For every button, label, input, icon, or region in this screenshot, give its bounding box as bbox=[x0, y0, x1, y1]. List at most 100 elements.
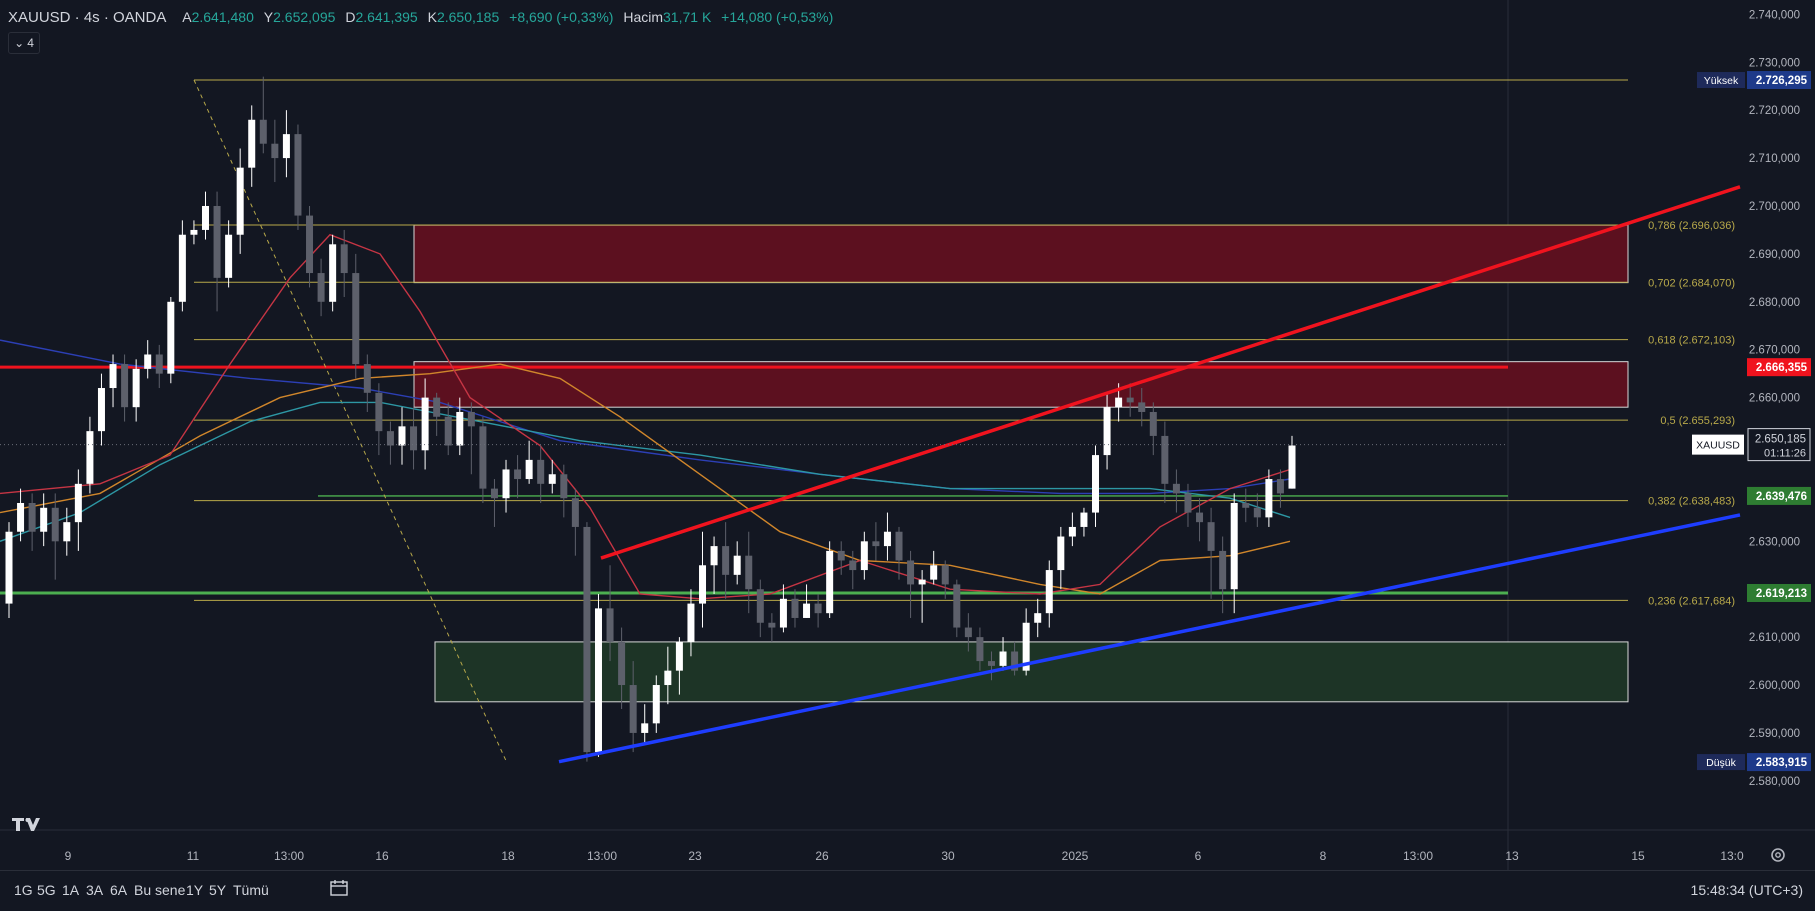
candle[interactable] bbox=[1253, 493, 1261, 527]
candle[interactable] bbox=[1161, 421, 1169, 503]
candle[interactable] bbox=[1230, 493, 1238, 614]
candle[interactable] bbox=[964, 613, 972, 652]
candle[interactable] bbox=[768, 613, 776, 642]
candle[interactable] bbox=[306, 205, 314, 288]
candle[interactable] bbox=[363, 354, 371, 412]
candle[interactable] bbox=[745, 531, 753, 614]
candle[interactable] bbox=[814, 594, 822, 628]
candle[interactable] bbox=[837, 541, 845, 575]
candle[interactable] bbox=[1045, 560, 1053, 628]
candle[interactable] bbox=[5, 522, 13, 618]
candle[interactable] bbox=[1103, 392, 1111, 470]
candle[interactable] bbox=[987, 651, 995, 681]
candle[interactable] bbox=[502, 459, 510, 513]
timeframe-button[interactable]: 5G bbox=[37, 882, 56, 898]
candle[interactable] bbox=[618, 627, 626, 709]
timeframe-button[interactable]: 3A bbox=[86, 882, 104, 898]
candle[interactable] bbox=[86, 416, 94, 494]
settings-icon[interactable] bbox=[1768, 845, 1788, 865]
candle[interactable] bbox=[294, 124, 302, 230]
candle[interactable] bbox=[895, 526, 903, 580]
date-range-icon[interactable] bbox=[328, 878, 350, 898]
candle[interactable] bbox=[1196, 498, 1204, 542]
timeframe-button[interactable]: 5Y bbox=[209, 882, 227, 898]
candle[interactable] bbox=[144, 340, 152, 379]
candle[interactable] bbox=[109, 354, 117, 408]
price-tag[interactable] bbox=[1747, 583, 1811, 602]
candle[interactable] bbox=[1011, 641, 1019, 676]
candle[interactable] bbox=[699, 531, 707, 628]
candle[interactable] bbox=[733, 541, 741, 585]
candle[interactable] bbox=[97, 373, 105, 446]
current-price-box[interactable] bbox=[1747, 428, 1811, 462]
clock-timezone[interactable]: 15:48:34 (UTC+3) bbox=[1690, 882, 1803, 898]
price-tag[interactable] bbox=[1747, 71, 1811, 90]
candle[interactable] bbox=[514, 455, 522, 499]
timeframe-button[interactable]: 1A bbox=[62, 882, 80, 898]
candle[interactable] bbox=[1172, 469, 1180, 513]
candle[interactable] bbox=[860, 531, 868, 580]
candle[interactable] bbox=[63, 507, 71, 556]
candle[interactable] bbox=[282, 110, 290, 178]
candle[interactable] bbox=[803, 584, 811, 618]
candle[interactable] bbox=[1207, 507, 1215, 599]
candle[interactable] bbox=[826, 541, 834, 618]
candle[interactable] bbox=[641, 704, 649, 743]
candle[interactable] bbox=[976, 627, 984, 671]
candle[interactable] bbox=[548, 459, 556, 494]
candle[interactable] bbox=[467, 402, 475, 475]
trendline-blue[interactable] bbox=[558, 513, 1741, 764]
candle[interactable] bbox=[1219, 536, 1227, 614]
candle[interactable] bbox=[1057, 526, 1065, 590]
candle[interactable] bbox=[918, 570, 926, 623]
candle[interactable] bbox=[883, 512, 891, 561]
candle[interactable] bbox=[386, 421, 394, 465]
candle[interactable] bbox=[722, 522, 730, 599]
candle[interactable] bbox=[155, 344, 163, 389]
price-tag[interactable] bbox=[1747, 358, 1811, 377]
candle[interactable] bbox=[178, 220, 186, 312]
candle[interactable] bbox=[398, 407, 406, 465]
ma-teal-line[interactable] bbox=[0, 401, 1291, 542]
symbol-title[interactable]: XAUUSD · 4s · OANDA bbox=[8, 9, 167, 26]
candle[interactable] bbox=[236, 148, 244, 254]
candle[interactable] bbox=[271, 119, 279, 183]
candle[interactable] bbox=[1184, 483, 1192, 527]
candle[interactable] bbox=[953, 579, 961, 638]
candle[interactable] bbox=[687, 589, 695, 657]
demand-zone[interactable] bbox=[434, 641, 1629, 703]
candle[interactable] bbox=[1242, 488, 1250, 523]
candle[interactable] bbox=[675, 637, 683, 695]
candle[interactable] bbox=[121, 354, 129, 422]
candle[interactable] bbox=[606, 565, 614, 662]
candle[interactable] bbox=[213, 191, 221, 312]
price-tag[interactable] bbox=[1747, 753, 1811, 772]
fib-anchor-line[interactable] bbox=[193, 79, 507, 761]
ma-red-line[interactable] bbox=[0, 233, 1291, 600]
candle[interactable] bbox=[664, 646, 672, 705]
supply-zone-lower[interactable] bbox=[413, 361, 1629, 408]
candle[interactable] bbox=[410, 397, 418, 470]
candle[interactable] bbox=[444, 402, 452, 456]
timeframe-button[interactable]: Bu sene bbox=[134, 882, 186, 898]
tradingview-logo[interactable] bbox=[12, 812, 46, 838]
candle[interactable] bbox=[930, 550, 938, 585]
candle[interactable] bbox=[779, 584, 787, 633]
ma-blue-line[interactable] bbox=[0, 339, 1291, 495]
candle[interactable] bbox=[352, 253, 360, 379]
candle[interactable] bbox=[583, 522, 591, 762]
candle[interactable] bbox=[1126, 383, 1134, 417]
supply-zone-upper[interactable] bbox=[413, 224, 1629, 284]
candle[interactable] bbox=[190, 220, 198, 245]
timeframe-button[interactable]: 6A bbox=[110, 882, 128, 898]
candle[interactable] bbox=[525, 440, 533, 484]
candle[interactable] bbox=[317, 258, 325, 317]
candle[interactable] bbox=[456, 397, 464, 456]
candle[interactable] bbox=[941, 560, 949, 599]
candle[interactable] bbox=[490, 479, 498, 527]
candle[interactable] bbox=[999, 637, 1007, 671]
candle[interactable] bbox=[329, 234, 337, 312]
candle[interactable] bbox=[28, 493, 36, 551]
candle[interactable] bbox=[1288, 435, 1296, 489]
candle[interactable] bbox=[571, 488, 579, 556]
